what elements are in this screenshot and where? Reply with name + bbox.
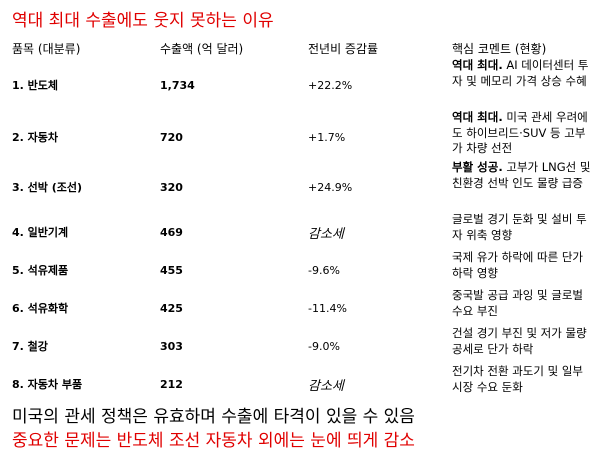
comment: 국제 유가 하락에 따른 단가 하락 영향	[452, 250, 594, 281]
export-value: 303	[160, 339, 183, 353]
comment-lead: 역대 최대.	[452, 58, 503, 72]
growth-rate: 감소세	[308, 226, 344, 242]
item: 8. 자동차 부품	[12, 378, 83, 391]
comment-text: 중국발 공급 과잉 및 글로벌 수요 부진	[452, 288, 584, 318]
column-header: 품목 (대분류)	[12, 41, 81, 56]
growth-rate: -9.0%	[308, 339, 340, 353]
comment-text: 국제 유가 하락에 따른 단가 하락 영향	[452, 250, 584, 280]
growth-rate: +1.7%	[308, 130, 346, 144]
footer-note: 중요한 문제는 반도체 조선 자동차 외에는 눈에 띄게 감소	[12, 431, 415, 451]
comment-text: 미국 관세 우려에도 하이브리드·SUV 등 고부가 차량 선전	[452, 110, 588, 155]
growth-rate: +22.2%	[308, 78, 353, 92]
footer-note: 미국의 관세 정책은 유효하며 수출에 타격이 있을 수 있음	[12, 407, 415, 427]
comment: 건설 경기 부진 및 저가 물량 공세로 단가 하락	[452, 326, 594, 357]
item: 1. 반도체	[12, 79, 59, 92]
column-header: 수출액 (억 달러)	[160, 41, 244, 56]
comment-text: AI 데이터센터 투자 및 메모리 가격 상승 수혜	[452, 58, 589, 88]
comment-text: 건설 경기 부진 및 저가 물량 공세로 단가 하락	[452, 326, 587, 356]
comment-text: 전기차 전환 과도기 및 일부 시장 수요 둔화	[452, 364, 584, 394]
comment: 역대 최대. AI 데이터센터 투자 및 메모리 가격 상승 수혜	[452, 58, 594, 89]
item: 5. 석유제품	[12, 264, 69, 277]
comment-lead: 부활 성공.	[452, 160, 503, 174]
item: 4. 일반기계	[12, 226, 69, 239]
export-value: 320	[160, 180, 183, 194]
growth-rate: -9.6%	[308, 263, 340, 277]
export-value: 720	[160, 130, 183, 144]
comment-lead: 역대 최대.	[452, 110, 503, 124]
column-header: 핵심 코멘트 (현황)	[452, 41, 547, 56]
comment-text: 글로벌 경기 둔화 및 설비 투자 위축 영향	[452, 212, 587, 242]
comment: 역대 최대. 미국 관세 우려에도 하이브리드·SUV 등 고부가 차량 선전	[452, 110, 594, 157]
title: 역대 최대 수출에도 웃지 못하는 이유	[12, 11, 274, 31]
growth-rate: 감소세	[308, 378, 344, 394]
export-value: 1,734	[160, 78, 195, 92]
comment-text: 고부가 LNG선 및 친환경 선박 인도 물량 급증	[452, 160, 591, 190]
item: 6. 석유화학	[12, 302, 69, 315]
comment: 전기차 전환 과도기 및 일부 시장 수요 둔화	[452, 364, 594, 395]
export-value: 212	[160, 377, 183, 391]
column-header: 전년비 증감률	[308, 41, 379, 56]
item: 3. 선박 (조선)	[12, 181, 83, 194]
comment: 글로벌 경기 둔화 및 설비 투자 위축 영향	[452, 212, 594, 243]
item: 2. 자동차	[12, 131, 59, 144]
growth-rate: -11.4%	[308, 301, 347, 315]
growth-rate: +24.9%	[308, 180, 353, 194]
export-value: 425	[160, 301, 183, 315]
comment: 부활 성공. 고부가 LNG선 및 친환경 선박 인도 물량 급증	[452, 160, 594, 191]
export-value: 469	[160, 225, 183, 239]
export-value: 455	[160, 263, 183, 277]
item: 7. 철강	[12, 340, 48, 353]
comment: 중국발 공급 과잉 및 글로벌 수요 부진	[452, 288, 594, 319]
